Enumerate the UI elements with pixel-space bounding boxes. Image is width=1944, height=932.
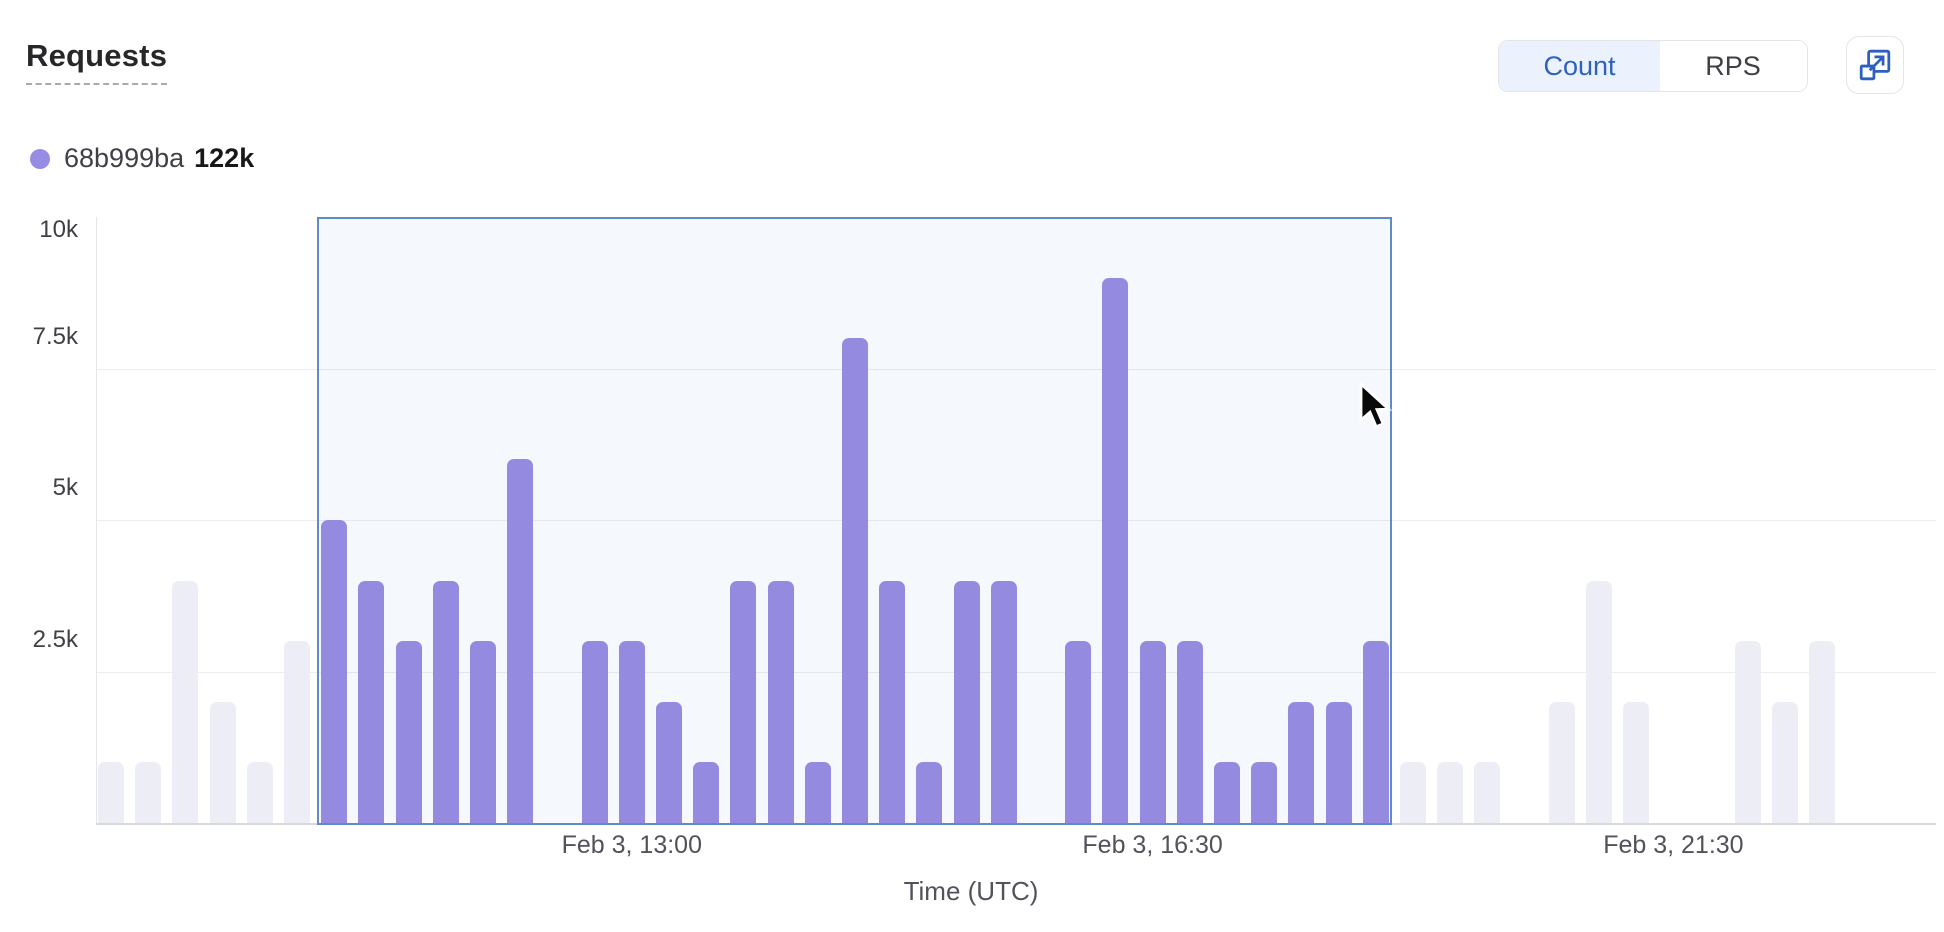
bar[interactable] (98, 762, 124, 823)
page-title: Requests (26, 38, 168, 85)
bar[interactable] (172, 580, 199, 823)
bar[interactable] (432, 580, 459, 823)
bar[interactable] (804, 762, 831, 823)
bar[interactable] (953, 580, 980, 823)
bar[interactable] (1809, 641, 1836, 823)
bar[interactable] (693, 762, 720, 823)
bar[interactable] (1065, 641, 1092, 823)
y-axis-tick-label: 10k (39, 216, 78, 243)
bar[interactable] (209, 701, 236, 823)
legend-label: 68b999ba 122k (64, 143, 254, 174)
bar[interactable] (916, 762, 943, 823)
gridline (96, 520, 1936, 521)
bar[interactable] (1623, 701, 1650, 823)
bar[interactable] (135, 762, 162, 823)
x-axis-tick-label: Feb 3, 13:00 (561, 831, 702, 859)
bar[interactable] (1474, 762, 1501, 823)
bar[interactable] (1772, 701, 1798, 823)
plot-left-border (96, 217, 97, 823)
bar[interactable] (470, 641, 496, 823)
gridline (96, 368, 1936, 370)
x-axis-tick-label: Feb 3, 21:30 (1603, 831, 1744, 859)
bar[interactable] (1139, 641, 1166, 823)
bar[interactable] (618, 641, 645, 823)
bar[interactable] (1734, 641, 1761, 823)
bar[interactable] (395, 641, 422, 823)
expand-button[interactable] (1846, 36, 1904, 94)
y-axis-tick-label: 7.5k (32, 322, 78, 350)
legend: 68b999ba 122k (30, 143, 254, 174)
bar[interactable] (1176, 641, 1203, 823)
bar[interactable] (246, 762, 273, 823)
expand-icon (1859, 49, 1891, 81)
bar[interactable] (1586, 580, 1612, 823)
x-axis-tick-label: Feb 3, 16:30 (1082, 831, 1223, 859)
bar[interactable] (1288, 701, 1315, 823)
bar[interactable] (507, 459, 534, 823)
bar[interactable] (358, 580, 385, 823)
bar[interactable] (321, 520, 348, 823)
y-axis-tick-label: 2.5k (32, 625, 78, 653)
bar[interactable] (1214, 762, 1240, 823)
bar[interactable] (1325, 701, 1352, 823)
legend-total: 122k (194, 143, 255, 173)
bar[interactable] (1362, 641, 1389, 823)
bar[interactable] (1251, 762, 1278, 823)
bar[interactable] (990, 580, 1017, 823)
unit-toggle: Count RPS (1498, 40, 1808, 92)
bar[interactable] (730, 580, 757, 823)
tab-count[interactable]: Count (1499, 41, 1660, 91)
bar[interactable] (656, 701, 682, 823)
bar[interactable] (1400, 762, 1426, 823)
bar[interactable] (581, 641, 608, 823)
bar[interactable] (842, 338, 868, 823)
y-axis-tick-label: 5k (52, 474, 78, 501)
bar[interactable] (767, 580, 794, 823)
bar[interactable] (1437, 762, 1464, 823)
tab-rps[interactable]: RPS (1660, 41, 1806, 91)
cursor-icon (1359, 383, 1393, 429)
legend-series-id: 68b999ba (64, 143, 185, 173)
legend-dot (30, 148, 50, 169)
bar[interactable] (879, 580, 906, 823)
bar[interactable] (284, 641, 310, 823)
bar[interactable] (1548, 701, 1575, 823)
bar[interactable] (1102, 277, 1129, 823)
x-axis-title: Time (UTC) (903, 876, 1039, 906)
